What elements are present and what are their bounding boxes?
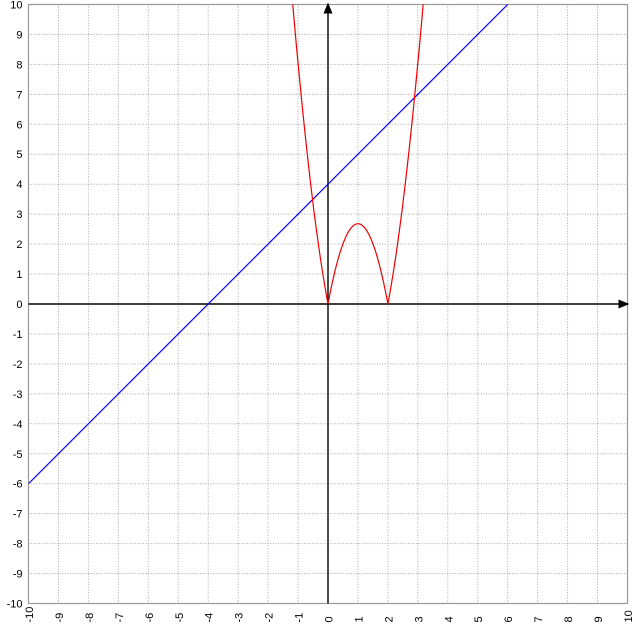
svg-text:2: 2 [383, 616, 395, 622]
svg-text:-3: -3 [13, 389, 23, 401]
svg-text:4: 4 [16, 179, 22, 191]
svg-text:9: 9 [593, 616, 605, 622]
svg-text:9: 9 [16, 29, 22, 41]
svg-text:1: 1 [353, 616, 365, 622]
svg-text:5: 5 [16, 149, 22, 161]
svg-text:-5: -5 [174, 613, 186, 623]
svg-text:-8: -8 [84, 613, 96, 623]
svg-text:0: 0 [324, 616, 336, 622]
svg-text:-1: -1 [13, 329, 23, 341]
svg-text:10: 10 [623, 610, 633, 622]
svg-text:4: 4 [443, 616, 455, 622]
svg-text:1: 1 [16, 269, 22, 281]
svg-text:2: 2 [16, 239, 22, 251]
svg-text:-4: -4 [204, 613, 216, 623]
svg-text:-6: -6 [144, 613, 156, 623]
svg-text:3: 3 [413, 616, 425, 622]
svg-text:7: 7 [16, 89, 22, 101]
svg-text:0: 0 [16, 299, 22, 311]
svg-text:-2: -2 [264, 613, 276, 623]
svg-text:-9: -9 [13, 569, 23, 581]
svg-text:-10: -10 [7, 599, 23, 611]
svg-text:10: 10 [10, 0, 22, 12]
svg-text:6: 6 [503, 616, 515, 622]
svg-text:6: 6 [16, 119, 22, 131]
svg-text:3: 3 [16, 209, 22, 221]
svg-text:-7: -7 [13, 509, 23, 521]
svg-text:-8: -8 [13, 539, 23, 551]
svg-text:7: 7 [533, 616, 545, 622]
svg-text:-10: -10 [24, 607, 36, 623]
svg-text:-2: -2 [13, 359, 23, 371]
svg-text:-6: -6 [13, 479, 23, 491]
svg-text:-4: -4 [13, 419, 23, 431]
svg-text:5: 5 [473, 616, 485, 622]
svg-text:-9: -9 [54, 613, 66, 623]
svg-text:-1: -1 [294, 613, 306, 623]
svg-text:-5: -5 [13, 449, 23, 461]
svg-text:-3: -3 [234, 613, 246, 623]
svg-text:8: 8 [563, 616, 575, 622]
svg-text:-7: -7 [114, 613, 126, 623]
svg-text:8: 8 [16, 59, 22, 71]
